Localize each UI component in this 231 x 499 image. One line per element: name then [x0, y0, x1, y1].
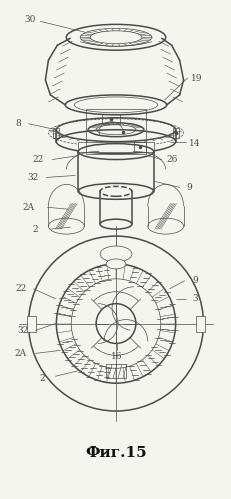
Text: Фиг.15: Фиг.15 — [85, 446, 146, 460]
Text: 22: 22 — [33, 155, 44, 164]
Bar — [53, 128, 59, 138]
Text: 14: 14 — [188, 139, 199, 148]
Ellipse shape — [100, 246, 131, 262]
Bar — [102, 114, 119, 124]
Text: 26: 26 — [165, 155, 176, 164]
Text: 32: 32 — [27, 173, 38, 182]
Text: 22: 22 — [15, 284, 26, 293]
Bar — [78, 142, 153, 152]
Text: 2A: 2A — [15, 349, 27, 358]
Bar — [195, 315, 205, 331]
Bar — [106, 364, 125, 378]
Text: 2: 2 — [33, 225, 38, 234]
Text: 8: 8 — [16, 119, 21, 128]
Bar — [172, 128, 178, 138]
Text: 2A: 2A — [22, 203, 34, 212]
Bar — [86, 109, 145, 154]
Text: 32: 32 — [17, 326, 28, 335]
Text: 2: 2 — [40, 374, 45, 383]
Bar — [26, 315, 36, 331]
Ellipse shape — [106, 259, 125, 269]
Text: 30: 30 — [25, 15, 36, 24]
Text: 9: 9 — [192, 276, 198, 285]
Text: 19: 19 — [190, 73, 201, 82]
Text: 3: 3 — [192, 294, 198, 303]
Text: 9: 9 — [186, 183, 191, 192]
Text: 16: 16 — [111, 352, 122, 361]
Bar — [133, 142, 145, 152]
